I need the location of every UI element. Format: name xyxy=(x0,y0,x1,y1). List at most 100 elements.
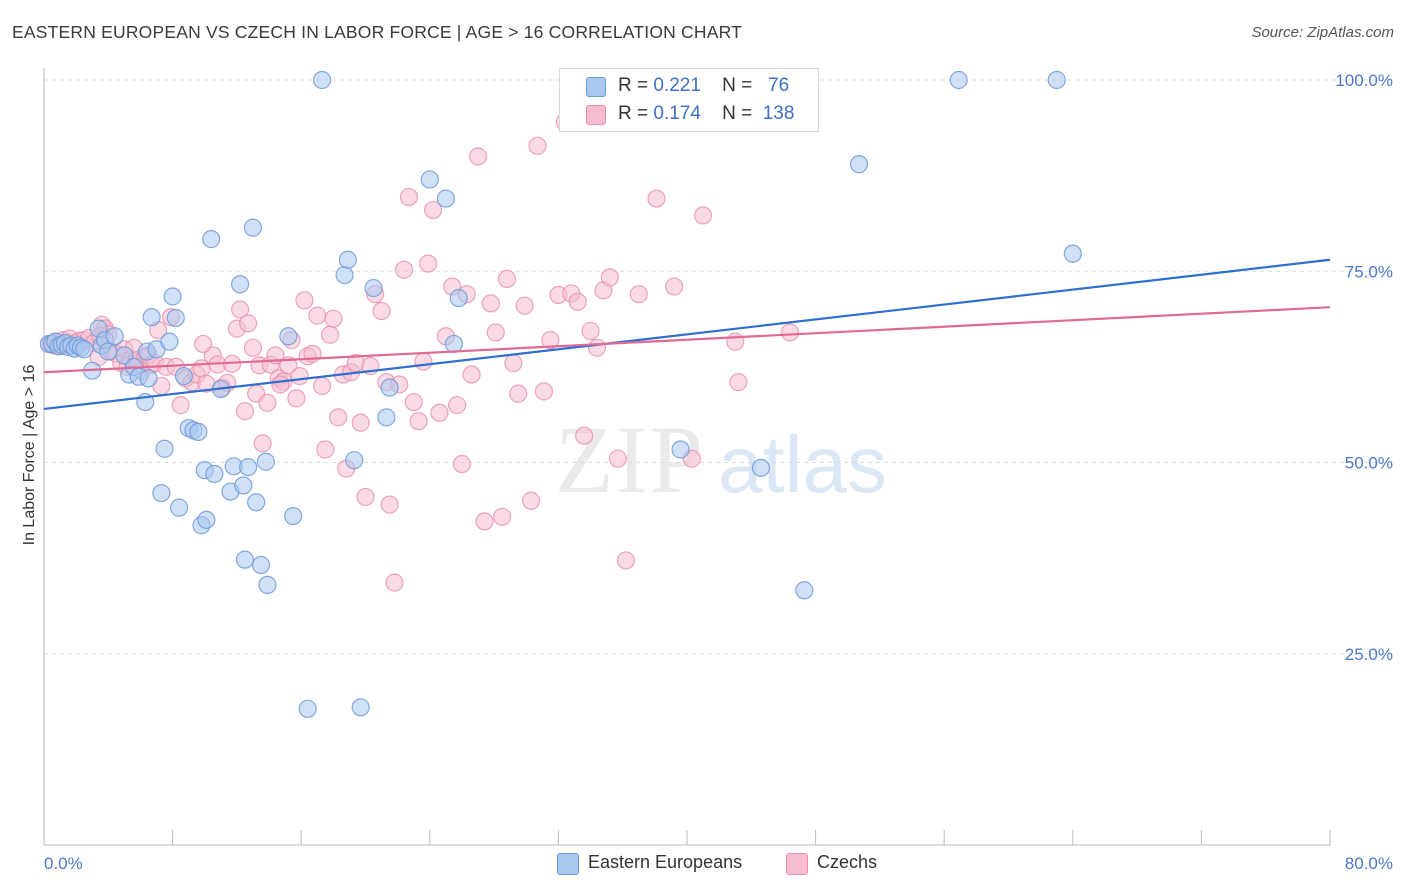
czechs-point xyxy=(414,352,433,371)
czechs-point xyxy=(497,269,517,288)
eastern-europeans-point xyxy=(671,440,690,459)
czechs-point xyxy=(419,254,438,273)
czechs-point xyxy=(729,373,748,392)
czechs-point xyxy=(693,206,713,225)
czechs-point xyxy=(404,392,423,412)
eastern-europeans-point xyxy=(160,332,179,351)
eastern-europeans-point xyxy=(380,378,399,397)
czechs-point xyxy=(235,402,255,421)
czechs-point xyxy=(541,331,560,350)
bottom-legend-label: Eastern Europeans xyxy=(588,852,743,872)
eastern-europeans-point xyxy=(247,493,266,512)
czechs-point xyxy=(287,389,306,408)
watermark-zip: ZIP xyxy=(555,406,705,513)
czechs-point xyxy=(575,426,594,445)
eastern-europeans-point xyxy=(335,265,354,285)
czechs-point xyxy=(515,296,534,315)
czechs-point xyxy=(665,277,684,296)
legend-n-label: N = xyxy=(722,103,753,124)
czechs-point xyxy=(372,301,391,321)
bottom-legend-swatch-blue xyxy=(557,853,579,875)
czechs-point xyxy=(448,396,467,415)
eastern-europeans-point xyxy=(202,230,221,249)
eastern-europeans-point xyxy=(197,510,216,529)
x-tick-label: 0.0% xyxy=(44,854,83,873)
eastern-europeans-point xyxy=(169,498,189,517)
czechs-points xyxy=(41,70,799,592)
eastern-europeans-point xyxy=(420,170,439,189)
czechs-point xyxy=(312,376,332,396)
czechs-point xyxy=(194,334,213,354)
czechs-point xyxy=(528,136,547,155)
czechs-point xyxy=(629,285,648,304)
legend-r-label: R = xyxy=(618,103,649,124)
czechs-point xyxy=(647,189,666,208)
czechs-point xyxy=(253,434,272,453)
eastern-europeans-point xyxy=(298,699,317,718)
tick-labels: 25.0% 50.0% 75.0% 100.0% 0.0% 80.0% xyxy=(44,71,1393,873)
eastern-europeans-point xyxy=(364,278,383,298)
czechs-point xyxy=(608,449,627,468)
eastern-europeans-point xyxy=(155,439,174,458)
eastern-europeans-point xyxy=(234,476,253,495)
legend-r-value: 0.221 xyxy=(653,75,701,96)
czechs-point xyxy=(468,147,488,166)
eastern-europeans-point xyxy=(351,698,370,717)
eastern-europeans-point xyxy=(243,218,263,237)
eastern-europeans-point xyxy=(105,327,124,346)
axes xyxy=(43,68,1331,846)
czechs-point xyxy=(493,507,512,526)
eastern-europeans-point xyxy=(1047,70,1066,90)
eastern-europeans-point xyxy=(338,250,357,269)
eastern-europeans-point xyxy=(449,288,468,308)
y-axis-label: In Labor Force | Age > 16 xyxy=(21,365,38,546)
eastern-europeans-point xyxy=(284,506,303,526)
czechs-point xyxy=(587,338,607,357)
eastern-europeans-point xyxy=(189,422,208,441)
eastern-europeans-point xyxy=(849,155,869,174)
eastern-europeans-point xyxy=(174,366,193,386)
legend-n-label: N = xyxy=(722,75,753,96)
czechs-point xyxy=(521,491,541,510)
watermark: ZIP atlas xyxy=(555,406,887,513)
czechs-point xyxy=(385,573,404,592)
czechs-point xyxy=(600,268,619,287)
czechs-trend-line xyxy=(43,306,1331,374)
x-tick-label: 80.0% xyxy=(1345,854,1393,873)
eastern-europeans-point xyxy=(795,581,814,600)
czechs-point xyxy=(351,413,370,432)
czechs-point xyxy=(290,366,309,386)
eastern-europeans-point xyxy=(75,340,94,359)
eastern-europeans-point xyxy=(256,452,275,471)
eastern-europeans-point xyxy=(99,342,118,361)
y-tick-label: 25.0% xyxy=(1345,645,1393,664)
y-tick-label: 75.0% xyxy=(1345,262,1393,281)
czechs-point xyxy=(616,551,636,570)
czechs-point xyxy=(481,294,500,313)
correlation-legend: R = 0.221 N = 76 R = 0.174 N = 138 xyxy=(559,68,819,132)
eastern-europeans-point xyxy=(377,408,396,427)
czechs-point xyxy=(321,325,340,344)
eastern-europeans-point xyxy=(152,484,171,503)
czechs-point xyxy=(726,332,745,351)
eastern-europeans-point xyxy=(166,308,185,328)
czechs-point xyxy=(462,365,481,384)
legend-r-value: 0.174 xyxy=(653,103,701,124)
eastern-europeans-point xyxy=(436,189,455,208)
czechs-point xyxy=(394,260,414,279)
watermark-atlas: atlas xyxy=(718,420,887,509)
czechs-point xyxy=(780,323,799,342)
czechs-point xyxy=(295,291,314,310)
czechs-point xyxy=(239,314,258,333)
eastern-europeans-point xyxy=(251,555,271,575)
eastern-europeans-point xyxy=(205,464,224,484)
czechs-point xyxy=(380,495,399,514)
eastern-europeans-point xyxy=(142,308,161,327)
czechs-point xyxy=(399,187,419,207)
eastern-europeans-point xyxy=(345,451,364,470)
czechs-point xyxy=(423,200,443,220)
eastern-europeans-trend-line xyxy=(43,258,1331,411)
czechs-point xyxy=(316,440,335,459)
eastern-europeans-point xyxy=(312,70,332,90)
